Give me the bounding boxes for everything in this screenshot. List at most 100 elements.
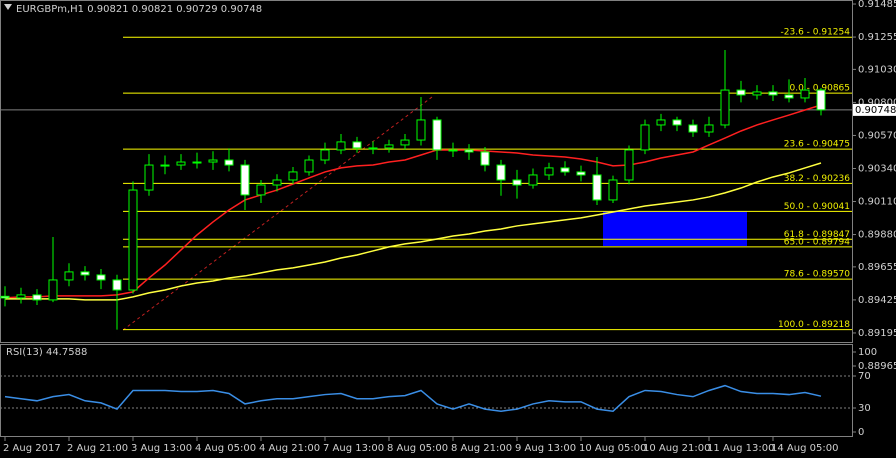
candle-body [640, 124, 650, 151]
x-tick-label: 9 Aug 13:00 [515, 443, 576, 454]
candle-body [304, 159, 314, 173]
rsi-tick-label: 70 [858, 371, 871, 382]
candle-body [128, 189, 138, 291]
candle-body [224, 159, 234, 166]
x-tick-label: 8 Aug 05:00 [387, 443, 448, 454]
candle-body [256, 184, 266, 196]
x-tick-label: 3 Aug 13:00 [131, 443, 192, 454]
moving-average [5, 162, 822, 301]
y-tick-label: 0.89195 [858, 328, 896, 339]
candle-body [496, 164, 506, 181]
fib-label: 65.0 - 0.89794 [784, 237, 850, 247]
candle-body [672, 119, 682, 126]
candle-body [736, 89, 746, 96]
candle-body [48, 279, 58, 301]
x-tick-label: 10 Aug 05:00 [579, 443, 646, 454]
rsi-tick-label: 100 [858, 347, 877, 358]
y-tick-label: 0.90340 [858, 163, 896, 174]
fib-label: -23.6 - 0.91254 [781, 28, 851, 38]
last-price-box [853, 103, 896, 116]
candle-body [144, 164, 154, 191]
candle-body [720, 89, 730, 126]
candle-body [688, 124, 698, 133]
candle-body [656, 119, 666, 126]
rsi-line [4, 384, 822, 412]
candle-body [464, 149, 474, 153]
candle-body [96, 274, 106, 281]
candle-body [272, 179, 282, 186]
y-tick-label: 0.91030 [858, 64, 896, 75]
candle-body [160, 164, 170, 167]
candle-body [208, 159, 218, 163]
fib-label: 78.6 - 0.89570 [784, 270, 850, 280]
candle-body [752, 91, 762, 96]
candle-body [16, 294, 26, 299]
x-tick-label: 8 Aug 21:00 [451, 443, 512, 454]
y-tick-label: 0.90800 [858, 97, 896, 108]
candle-body [32, 294, 42, 301]
candle-body [240, 164, 250, 196]
candle-body [64, 271, 74, 281]
x-tick-label: 10 Aug 21:00 [643, 443, 710, 454]
y-tick-label: 0.89425 [858, 295, 896, 306]
candle-body [512, 179, 522, 186]
x-tick-label: 7 Aug 13:00 [323, 443, 384, 454]
x-tick-label: 2 Aug 21:00 [67, 443, 128, 454]
zone [603, 211, 747, 247]
last-price-label: 0.90748 [855, 105, 896, 116]
y-tick-label: 0.90570 [858, 130, 896, 141]
candle-body [288, 171, 298, 181]
x-tick-label: 14 Aug 05:00 [771, 443, 838, 454]
y-tick-label: 0.89655 [858, 262, 896, 273]
candle-body [416, 119, 426, 141]
fib-label: 23.6 - 0.90475 [784, 140, 850, 150]
candle-body [368, 147, 378, 150]
candle-body [560, 167, 570, 173]
candle-body [624, 149, 634, 181]
candle-body [816, 89, 826, 111]
candle-body [0, 295, 10, 299]
candle-body [432, 119, 442, 151]
y-tick-label: 0.91485 [858, 0, 896, 10]
main-pane [0, 0, 853, 343]
candle-body [448, 149, 458, 152]
fib-label: 0.0 - 0.90865 [790, 84, 851, 94]
y-tick-label: 0.90110 [858, 197, 896, 208]
candle-body [112, 279, 122, 291]
candle-body [400, 139, 410, 146]
candle-body [576, 171, 586, 176]
fib-label: 50.0 - 0.90041 [784, 202, 850, 212]
fib-label: 100.0 - 0.89218 [778, 320, 850, 330]
menu-arrow[interactable] [4, 4, 12, 10]
candle-body [192, 161, 202, 164]
candle-body [384, 144, 394, 149]
candle-body [528, 174, 538, 186]
candle-body [176, 161, 186, 166]
candle-body [608, 179, 618, 201]
candle-body [352, 141, 362, 149]
chart-header: EURGBPm,H1 0.90821 0.90821 0.90729 0.907… [16, 4, 262, 15]
candle-body [80, 271, 90, 276]
fib-trendline [122, 96, 433, 331]
y-tick-label: 0.88965 [858, 361, 896, 372]
candle-body [768, 91, 778, 96]
fib-label: 38.2 - 0.90236 [784, 174, 850, 184]
x-tick-label: 11 Aug 13:00 [707, 443, 774, 454]
y-tick-label: 0.89880 [858, 230, 896, 241]
rsi-pane [0, 344, 853, 437]
y-tick-label: 0.91255 [858, 32, 896, 43]
moving-average [4, 104, 822, 299]
x-tick-label: 4 Aug 21:00 [259, 443, 320, 454]
candle-body [800, 89, 810, 99]
x-tick-label: 2 Aug 2017 [3, 443, 61, 454]
x-tick-label: 4 Aug 05:00 [195, 443, 256, 454]
rsi-tick-label: 0 [858, 427, 864, 438]
candle-body [592, 174, 602, 201]
rsi-label: RSI(13) 44.7588 [6, 347, 87, 358]
candle-body [320, 149, 330, 161]
rsi-tick-label: 30 [858, 403, 871, 414]
candle-body [480, 151, 490, 166]
candle-body [336, 141, 346, 151]
